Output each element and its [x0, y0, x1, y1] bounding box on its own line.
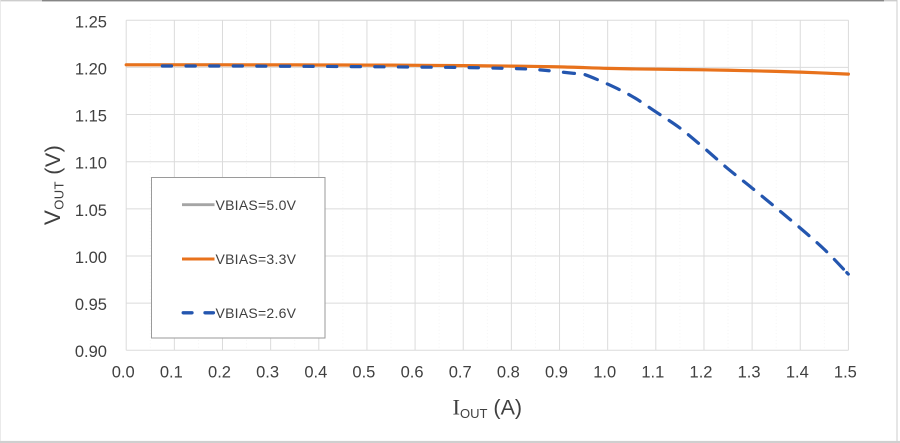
svg-text:0.3: 0.3 — [256, 364, 279, 382]
svg-text:1.1: 1.1 — [641, 364, 664, 382]
svg-text:0.0: 0.0 — [112, 364, 135, 382]
svg-text:0.9: 0.9 — [545, 364, 568, 382]
svg-text:IOUT (A): IOUT (A) — [453, 395, 523, 421]
svg-text:VOUT (V): VOUT (V) — [40, 145, 66, 225]
svg-text:0.90: 0.90 — [75, 343, 107, 361]
svg-text:1.05: 1.05 — [75, 202, 107, 220]
svg-text:VBIAS=5.0V: VBIAS=5.0V — [216, 197, 297, 213]
svg-text:0.2: 0.2 — [208, 364, 231, 382]
svg-text:0.8: 0.8 — [497, 364, 520, 382]
svg-text:1.15: 1.15 — [75, 108, 107, 126]
svg-text:1.3: 1.3 — [738, 364, 761, 382]
svg-text:1.4: 1.4 — [786, 364, 809, 382]
svg-text:1.0: 1.0 — [593, 364, 616, 382]
svg-text:0.95: 0.95 — [75, 296, 107, 314]
svg-text:1.10: 1.10 — [75, 155, 107, 173]
svg-text:VBIAS=3.3V: VBIAS=3.3V — [216, 251, 297, 267]
svg-text:VBIAS=2.6V: VBIAS=2.6V — [216, 305, 297, 321]
svg-text:1.00: 1.00 — [75, 249, 107, 267]
svg-text:0.1: 0.1 — [160, 364, 183, 382]
svg-text:0.4: 0.4 — [304, 364, 327, 382]
svg-text:1.20: 1.20 — [75, 60, 107, 78]
svg-text:1.25: 1.25 — [75, 13, 107, 31]
svg-text:1.2: 1.2 — [690, 364, 713, 382]
svg-text:0.6: 0.6 — [401, 364, 424, 382]
svg-text:0.5: 0.5 — [352, 364, 375, 382]
svg-text:1.5: 1.5 — [834, 364, 857, 382]
svg-text:0.7: 0.7 — [449, 364, 472, 382]
